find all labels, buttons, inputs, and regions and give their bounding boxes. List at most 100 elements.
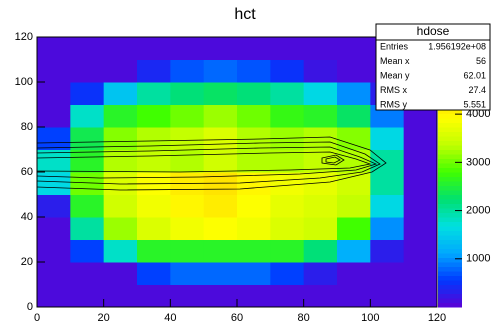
cell [370, 217, 404, 240]
palette-step [438, 123, 462, 128]
cell [404, 195, 438, 218]
chart-title: hct [234, 6, 256, 23]
palette-step [438, 181, 462, 186]
stats-value: 5.551 [463, 99, 486, 109]
cell [37, 127, 71, 150]
palette-step [438, 294, 462, 299]
cell [204, 195, 238, 218]
cell [337, 262, 371, 285]
cell [70, 240, 104, 263]
palette-step [438, 217, 462, 222]
cell [204, 105, 238, 128]
cell [37, 240, 71, 263]
cell [170, 217, 204, 240]
cell [170, 195, 204, 218]
palette-step [438, 303, 462, 308]
cell [270, 240, 304, 263]
cell [170, 82, 204, 105]
palette-step [438, 150, 462, 155]
cell [170, 285, 204, 308]
cell [137, 60, 171, 83]
cell [104, 82, 138, 105]
palette-step [438, 177, 462, 182]
cell [270, 37, 304, 60]
cell [170, 150, 204, 173]
cell [70, 82, 104, 105]
z-tick-label: 2000 [466, 204, 490, 216]
y-tick-label: 20 [21, 256, 33, 268]
palette-step [438, 222, 462, 227]
cell [104, 150, 138, 173]
cell [304, 82, 338, 105]
y-tick-label: 0 [27, 301, 33, 313]
cell [270, 262, 304, 285]
cell [104, 37, 138, 60]
cell [104, 262, 138, 285]
x-tick-label: 120 [428, 312, 446, 324]
cell [237, 82, 271, 105]
palette-step [438, 195, 462, 200]
cell [104, 105, 138, 128]
stats-value: 1.956192e+08 [428, 41, 486, 51]
cell [70, 285, 104, 308]
cell [270, 105, 304, 128]
palette-step [438, 136, 462, 141]
cell [237, 195, 271, 218]
cell [304, 195, 338, 218]
cell [137, 240, 171, 263]
cell [170, 37, 204, 60]
palette-step [438, 132, 462, 137]
palette-step [438, 226, 462, 231]
cell [270, 172, 304, 195]
x-tick-label: 60 [231, 312, 243, 324]
cell [70, 150, 104, 173]
cell [104, 240, 138, 263]
cell [304, 60, 338, 83]
cell [37, 195, 71, 218]
cell [37, 60, 71, 83]
cell [137, 82, 171, 105]
z-tick-label: 1000 [466, 253, 490, 265]
cell [37, 37, 71, 60]
cell [270, 285, 304, 308]
palette-step [438, 258, 462, 263]
cell [404, 172, 438, 195]
cell [204, 82, 238, 105]
x-tick-label: 0 [34, 312, 40, 324]
palette-step [438, 186, 462, 191]
stats-label: Mean x [380, 56, 410, 66]
palette-step [438, 235, 462, 240]
cell [304, 240, 338, 263]
cell [337, 195, 371, 218]
cell [237, 60, 271, 83]
cell [370, 285, 404, 308]
cell [337, 240, 371, 263]
palette-step [438, 127, 462, 132]
cell [204, 262, 238, 285]
cell [104, 217, 138, 240]
cell [370, 262, 404, 285]
cell [404, 127, 438, 150]
stats-label: RMS y [380, 99, 408, 109]
cell [337, 285, 371, 308]
cell [170, 240, 204, 263]
cell [404, 262, 438, 285]
cell [204, 127, 238, 150]
stats-title: hdose [417, 24, 450, 38]
palette-step [438, 199, 462, 204]
stats-label: RMS x [380, 85, 408, 95]
cell [370, 240, 404, 263]
cell [70, 262, 104, 285]
cell [404, 150, 438, 173]
cell [270, 60, 304, 83]
cell [337, 105, 371, 128]
cell [304, 127, 338, 150]
palette-step [438, 267, 462, 272]
palette-step [438, 276, 462, 281]
x-tick-label: 40 [164, 312, 176, 324]
y-tick-label: 60 [21, 166, 33, 178]
cell [237, 285, 271, 308]
cell [37, 285, 71, 308]
cell [204, 285, 238, 308]
